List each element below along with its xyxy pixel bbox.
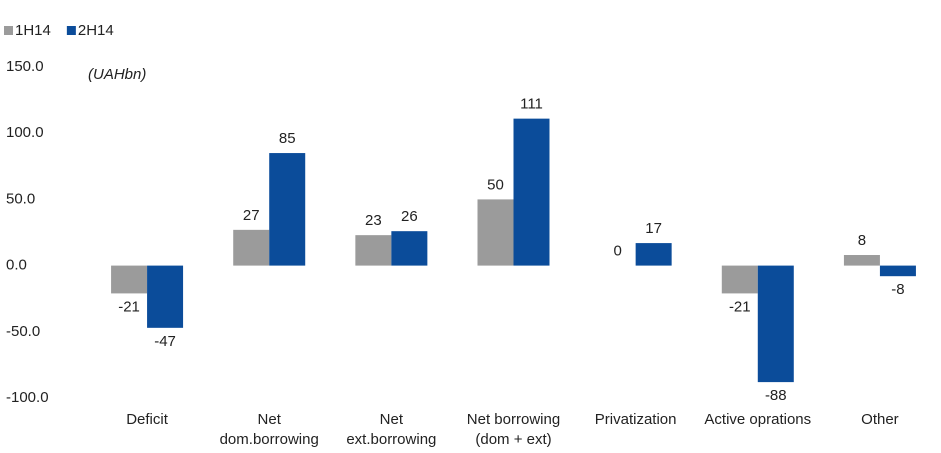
data-label: 17 [645,220,662,237]
legend-label: 1H14 [15,22,51,39]
data-label: 26 [401,208,418,225]
data-label: -88 [765,387,787,404]
data-label: 8 [858,232,866,249]
y-tick-label: 0.0 [6,257,27,274]
x-tick-label: Other [861,411,899,428]
x-tick-label: Net [380,411,404,428]
x-tick-label: (dom + ext) [475,431,551,448]
x-tick-label: Net borrowing [467,411,560,428]
y-axis-label: (UAHbn) [88,66,146,83]
bar [721,265,758,294]
y-tick-label: 50.0 [6,190,35,207]
data-label: 27 [243,207,260,224]
x-tick-label: Deficit [126,411,169,428]
x-tick-label: Privatization [595,411,677,428]
bar [757,265,794,383]
y-tick-label: -100.0 [6,389,49,406]
data-label: -8 [891,281,904,298]
data-label: 0 [613,243,621,260]
bar [879,265,916,277]
data-label: -21 [118,298,140,315]
y-tick-label: 150.0 [6,58,44,75]
data-label: 50 [487,176,504,193]
x-tick-label: Net [258,411,282,428]
bar [111,265,148,294]
data-label: 85 [279,130,296,147]
data-label: -47 [154,333,176,350]
data-label: -21 [729,298,751,315]
data-label: 23 [365,212,382,229]
legend-swatch [4,26,13,35]
y-tick-label: 100.0 [6,124,44,141]
bar [635,243,672,266]
bar [513,118,550,266]
bar [391,231,428,266]
bar [355,235,392,266]
bar [147,265,184,328]
y-tick-label: -50.0 [6,323,40,340]
data-label: 111 [520,96,543,113]
bar [477,199,514,266]
x-tick-label: ext.borrowing [346,431,436,448]
bar [269,153,306,266]
bar [233,229,270,266]
legend-swatch [66,26,76,35]
legend-label: 2H14 [78,22,114,39]
x-tick-label: Active oprations [704,411,811,428]
x-tick-label: dom.borrowing [220,431,319,448]
bar [843,255,880,266]
